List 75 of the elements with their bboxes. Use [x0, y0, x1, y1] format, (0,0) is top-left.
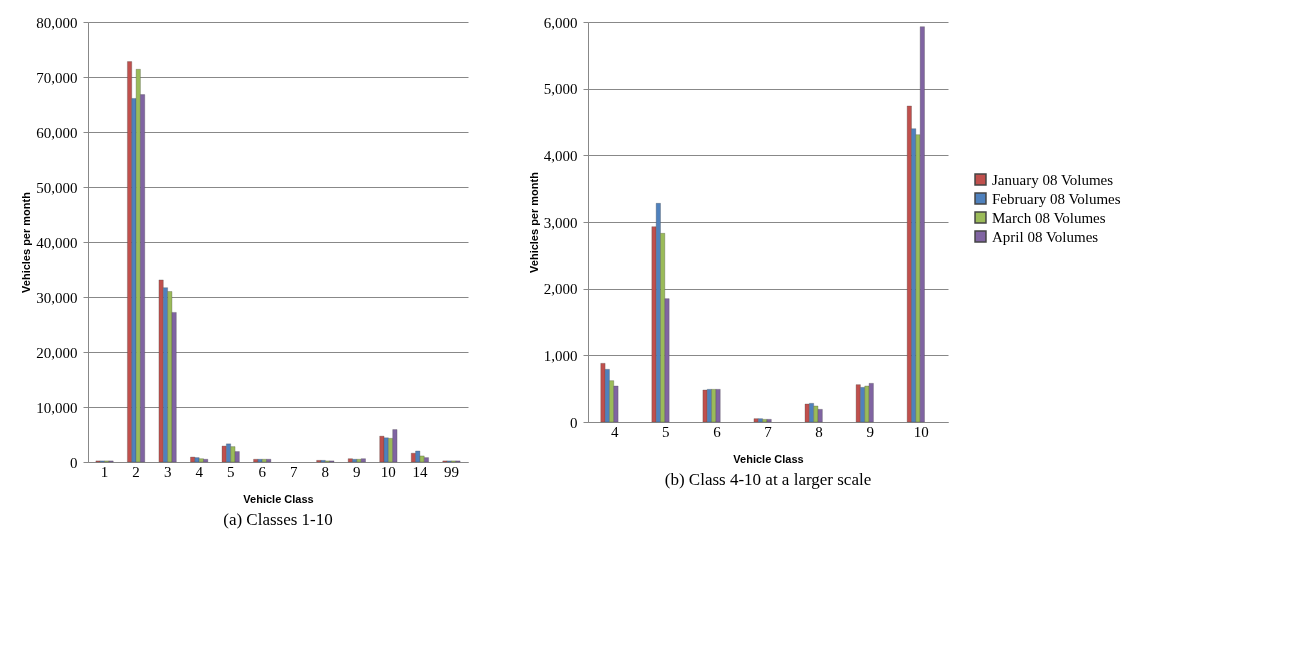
y-axis-title: Vehicles per month	[20, 191, 33, 293]
bar	[348, 458, 353, 463]
y-tick-label: 2,000	[543, 281, 578, 298]
x-tick-label: 9	[353, 463, 361, 480]
x-tick-label: 1	[100, 463, 109, 480]
y-tick-label: 3,000	[543, 214, 578, 231]
x-tick-label: 8	[815, 423, 823, 440]
x-tick-label: 3	[163, 463, 172, 480]
bar	[230, 446, 236, 463]
x-tick-label: 6	[713, 423, 722, 440]
y-tick-label: 20,000	[36, 344, 78, 361]
bar	[817, 409, 823, 423]
x-tick-label: 4	[195, 463, 204, 480]
x-tick-label: 6	[258, 463, 267, 480]
y-tick-label: 5,000	[543, 81, 578, 98]
y-tick-label: 70,000	[36, 69, 78, 86]
y-tick-label: 4,000	[543, 147, 578, 164]
x-axis-title: Vehicle Class	[243, 492, 314, 505]
y-tick-label: 60,000	[36, 124, 78, 141]
x-tick-label: 99	[443, 463, 459, 480]
y-tick-label: 40,000	[36, 234, 78, 251]
x-tick-label: 8	[321, 463, 330, 480]
y-tick-label: 30,000	[36, 289, 78, 306]
y-tick-label: 0	[570, 414, 578, 431]
y-tick-label: 50,000	[36, 179, 78, 196]
bar	[855, 384, 861, 423]
y-tick-label: 0	[70, 454, 78, 471]
bar	[804, 403, 810, 423]
bar	[194, 457, 200, 463]
text: (a) Classes 1-10	[223, 510, 333, 529]
legend-label: April 08 Volumes	[992, 228, 1099, 245]
bar	[221, 445, 227, 463]
bar	[864, 385, 870, 423]
y-tick-label: 80,000	[36, 14, 78, 31]
bar	[600, 363, 606, 423]
x-tick-label: 7	[290, 463, 299, 480]
x-tick-label: 5	[226, 463, 235, 480]
bar	[356, 459, 362, 463]
bar	[868, 383, 874, 423]
bar	[383, 437, 389, 463]
y-axis-title: Vehicles per month	[527, 171, 540, 273]
x-tick-label: 14	[412, 463, 428, 480]
x-tick-label: 7	[764, 423, 773, 440]
bar	[135, 69, 141, 463]
bar	[762, 419, 768, 423]
bar	[753, 418, 759, 423]
bar	[715, 389, 721, 423]
x-tick-label: 4	[611, 423, 620, 440]
bar	[266, 459, 272, 463]
x-tick-label: 10	[380, 463, 396, 480]
bar	[766, 419, 772, 423]
bar	[257, 459, 263, 463]
x-tick-label: 10	[913, 423, 929, 440]
bar	[392, 429, 398, 463]
bar	[253, 459, 259, 463]
bar	[415, 450, 421, 463]
bar	[907, 105, 912, 423]
y-tick-label: 1,000	[543, 347, 578, 364]
bar	[702, 389, 708, 423]
legend-label: February 08 Volumes	[992, 190, 1121, 207]
bar	[158, 279, 164, 463]
x-axis-title: Vehicle Class	[733, 452, 804, 465]
legend-label: January 08 Volumes	[992, 171, 1114, 188]
y-tick-label: 10,000	[36, 399, 78, 416]
text: (b) Class 4-10 at a larger scale	[664, 470, 872, 489]
legend-label: March 08 Volumes	[992, 209, 1106, 226]
x-tick-label: 9	[866, 423, 874, 440]
bar	[167, 291, 173, 463]
bar	[813, 405, 819, 423]
y-tick-label: 6,000	[543, 14, 578, 31]
bar	[352, 459, 357, 463]
bar	[379, 436, 385, 463]
x-tick-label: 2	[132, 463, 140, 480]
bar	[203, 459, 208, 463]
x-tick-label: 5	[662, 423, 670, 440]
